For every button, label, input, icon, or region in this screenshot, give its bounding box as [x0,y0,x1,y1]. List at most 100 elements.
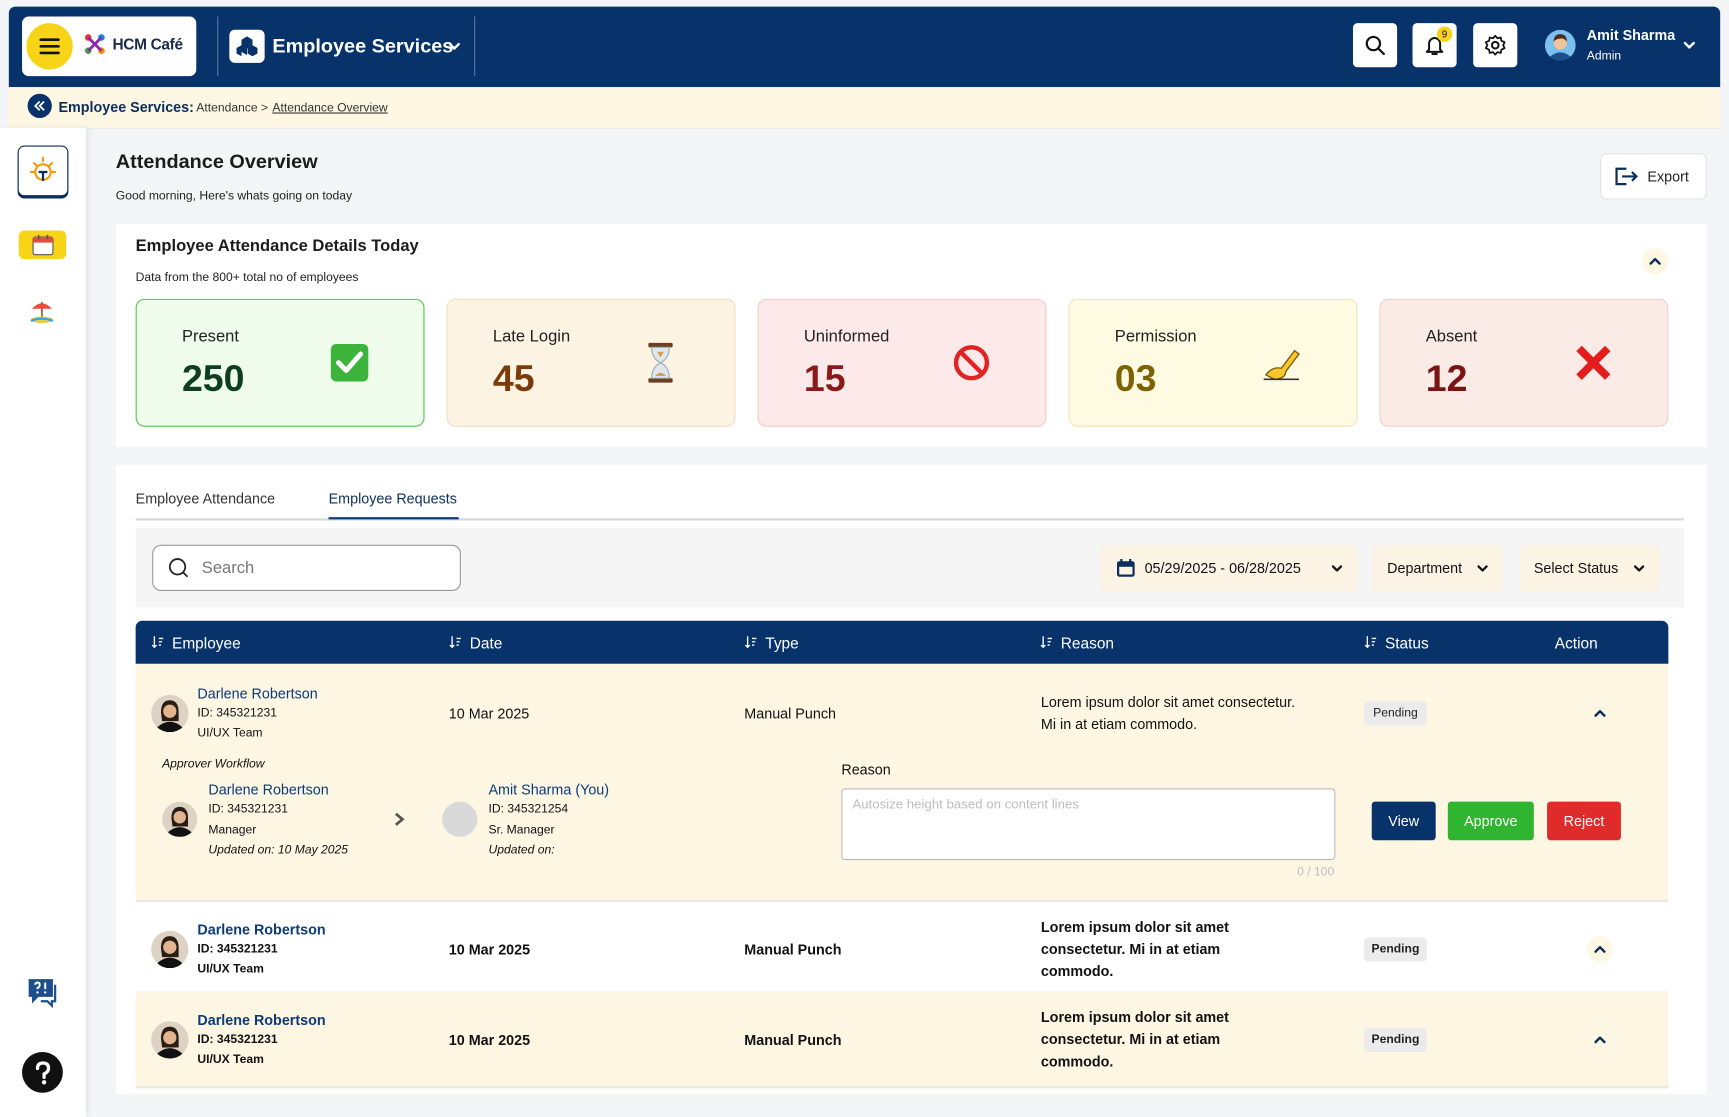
search-placeholder: Search [201,558,255,578]
breadcrumb-link[interactable]: Attendance > [196,101,269,115]
help-button[interactable] [22,1051,63,1093]
module-dropdown[interactable] [448,40,461,53]
settings-button[interactable] [1473,23,1518,68]
icon-shape [31,303,52,309]
nav-attendance[interactable] [17,145,69,197]
icon-shape [40,984,57,1009]
stat-icon [638,341,682,385]
sort-icon[interactable] [1364,635,1377,649]
module-icon [229,29,265,63]
icon-shape [1365,35,1382,52]
export-label: Export [1647,168,1689,185]
icon-shape [37,234,48,240]
icon-shape [163,1031,177,1045]
stat-value: 12 [1425,357,1468,400]
icon-shape [1594,945,1606,953]
icon-shape [449,636,455,649]
icon-shape [151,694,189,733]
status-chip: Pending [1364,701,1427,726]
icon-shape [30,317,54,322]
icon-shape [1649,257,1661,265]
export-button[interactable] [1599,153,1707,200]
reject-button[interactable]: Reject [1547,801,1621,841]
icon-shape [958,350,985,376]
user-dropdown[interactable] [1683,39,1696,52]
stat-label: Present [181,326,239,346]
icon-shape [163,940,177,954]
department-filter-label: Department [1387,559,1463,577]
divider [474,16,476,77]
stat-card [757,298,1047,427]
icon-shape [456,637,461,646]
request-type: Manual Punch [744,941,842,958]
icon-shape [1649,257,1661,265]
icon-shape [84,34,105,55]
nav-feedback[interactable] [24,975,59,1010]
icon-shape [168,558,187,576]
approver-updated: Updated on: 10 May 2025 [208,843,348,857]
icon-shape [1490,40,1500,50]
employee-name[interactable]: Darlene Robertson [197,685,318,702]
stat-card [135,298,425,427]
icon-shape [28,979,57,1009]
icon-shape [151,636,164,649]
status-chip: Pending [1364,937,1427,962]
reason-input[interactable] [841,788,1336,861]
sort-icon[interactable] [744,635,757,649]
icon-shape [43,991,47,994]
icon-shape [744,636,757,649]
icon-shape [1594,710,1606,717]
row-toggle[interactable] [1587,700,1613,726]
table-header [135,620,1669,664]
icon-shape [1549,52,1572,61]
employee-name[interactable]: Darlene Robertson [197,921,326,938]
icon-shape [1594,710,1606,717]
employee-name[interactable]: Darlene Robertson [197,1011,326,1029]
status-chip: Pending [1364,1027,1427,1052]
row-toggle[interactable] [1586,936,1614,963]
date-filter-label: 05/29/2025 - 06/28/2025 [1144,559,1301,577]
divider [217,16,219,77]
icon-shape [1040,636,1046,649]
stat-label: Permission [1114,326,1197,346]
icon-shape [1576,345,1611,380]
table-row-expanded [135,663,1669,902]
icon-shape [168,558,189,578]
approver-role: Manager [208,823,257,837]
status-filter-label: Select Status [1533,559,1619,577]
search-button[interactable] [1352,23,1398,68]
icon-shape [34,981,41,990]
stat-card [446,298,736,427]
icon-shape [1544,29,1576,61]
date-filter[interactable] [1100,544,1358,593]
icon-shape [173,810,186,824]
back-button[interactable] [27,93,52,118]
request-reason: Lorem ipsum dolor sit amet consectetur. … [1040,1008,1229,1070]
tab-active[interactable]: Employee Requests [328,490,457,507]
collapse-button[interactable] [1641,248,1669,275]
search-box[interactable] [152,544,461,592]
column-header: Type [765,634,799,652]
view-button[interactable]: View [1371,801,1436,841]
icon-shape [151,1021,189,1059]
icon-shape [330,344,369,382]
employee-id: ID: 345321231 [197,706,277,721]
request-date: 10 Mar 2025 [448,705,530,722]
tab[interactable]: Employee Attendance [135,490,276,507]
icon-shape [1364,636,1377,649]
sort-icon[interactable] [449,635,462,649]
menu-button[interactable] [26,23,73,70]
breadcrumb-current[interactable]: Attendance Overview [272,101,388,115]
approve-button[interactable]: Approve [1447,801,1534,841]
char-counter: 0 / 100 [1297,865,1335,879]
sort-icon[interactable] [1040,635,1053,649]
icon-shape [32,237,53,243]
icon-shape [236,36,253,57]
employee-id: ID: 345321231 [197,1033,278,1047]
icon-shape [35,1060,50,1084]
row-toggle[interactable] [1586,1026,1614,1054]
sort-icon[interactable] [151,635,164,649]
nav-calendar[interactable] [18,230,67,260]
icon-shape [1365,35,1385,56]
nav-leave[interactable] [26,296,57,327]
